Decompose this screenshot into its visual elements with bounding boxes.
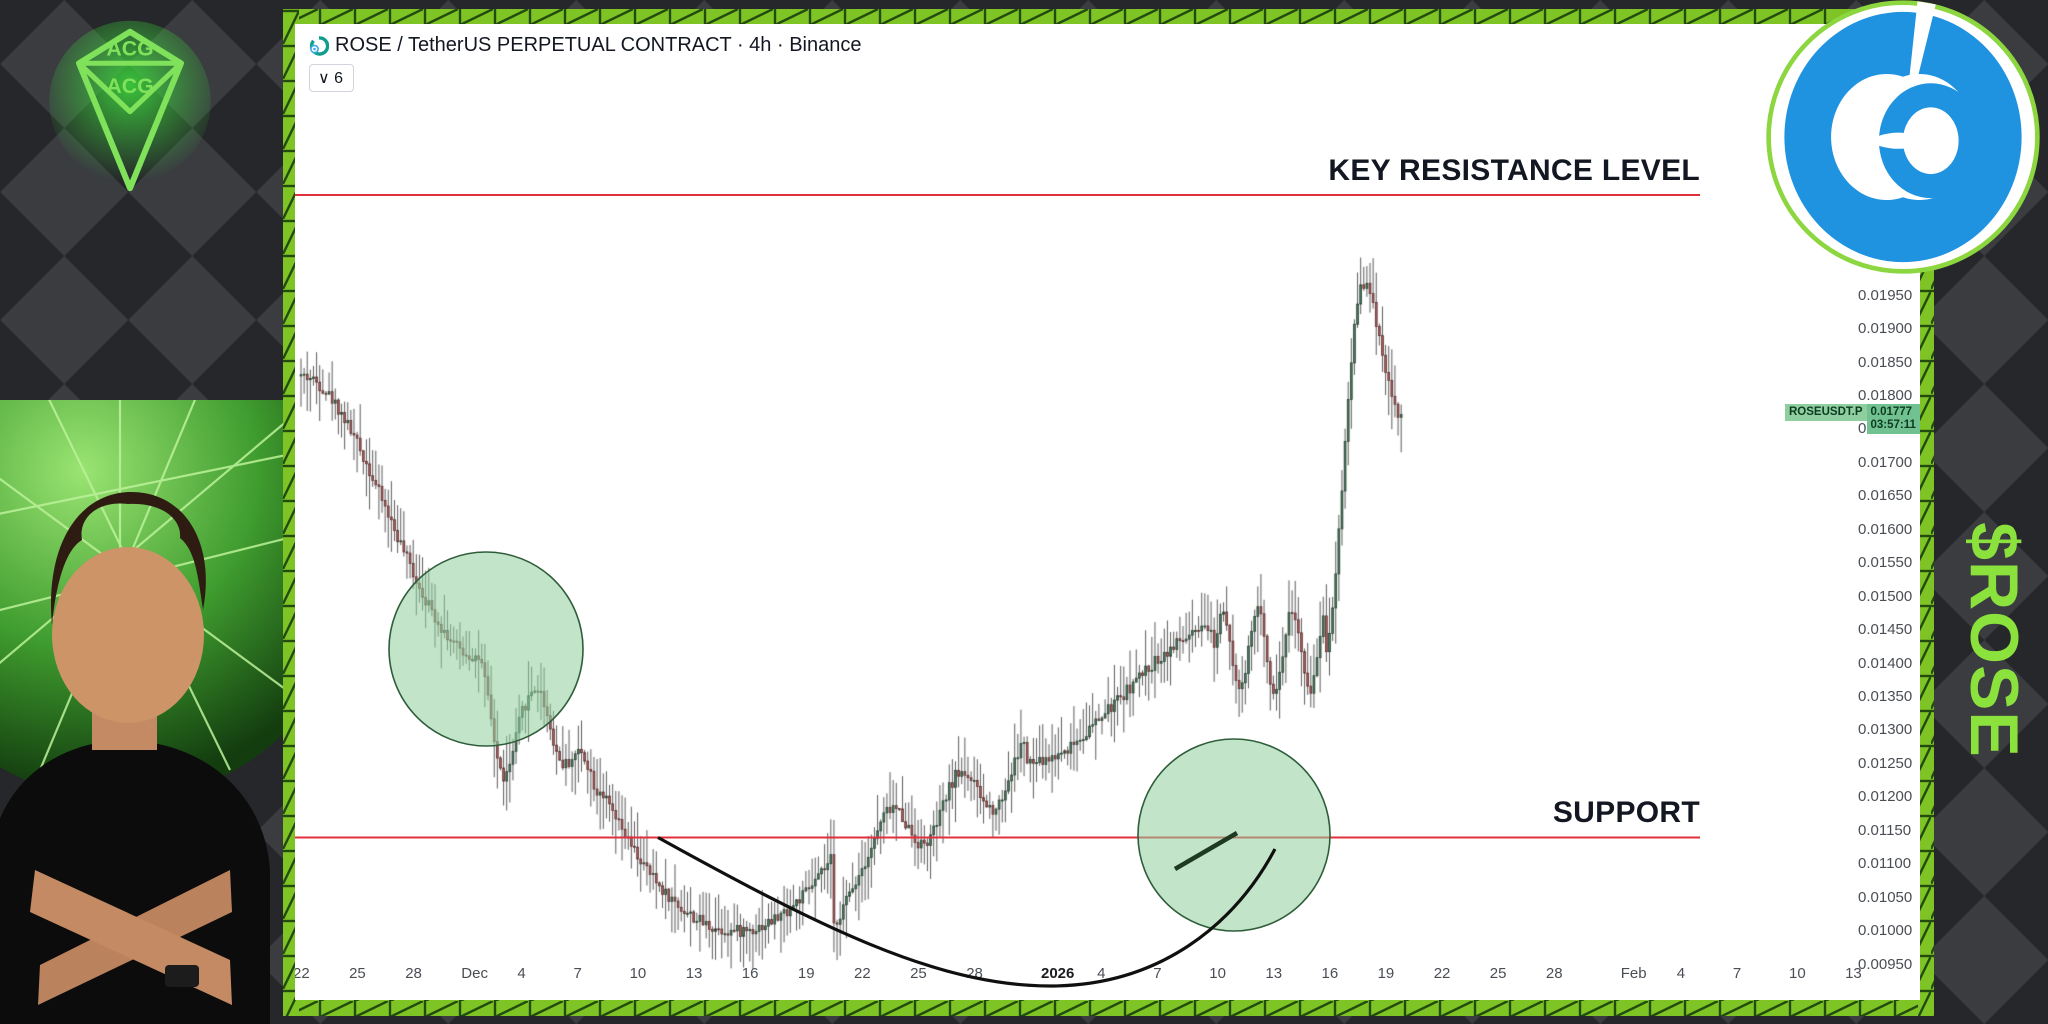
svg-text:ACG: ACG: [106, 74, 153, 98]
svg-text:ACG: ACG: [106, 37, 153, 61]
